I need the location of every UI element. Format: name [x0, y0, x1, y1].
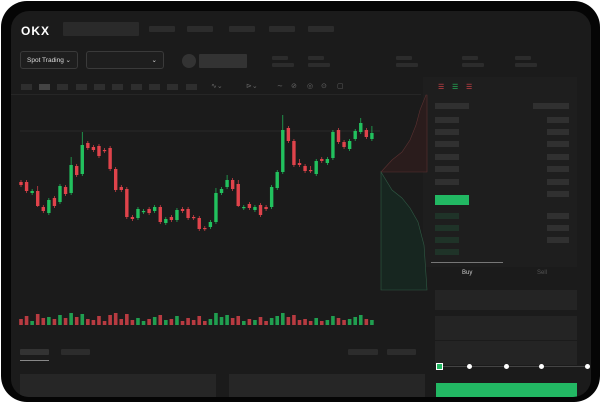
- orderbook-buy-icon[interactable]: ☰: [452, 84, 459, 91]
- stat-value: [515, 63, 537, 67]
- ask-row[interactable]: [435, 166, 459, 172]
- app-screen: OKX Spot Trading ⌄ ⌄ ∿⌄ ⊳⌄ ∼ ⊘ ◎ ⊙ ▢ ☰ ☰…: [11, 11, 591, 397]
- timeframe-button[interactable]: [76, 84, 87, 90]
- stat-value: [462, 63, 484, 67]
- pair-select[interactable]: ⌄: [86, 51, 164, 69]
- orderbook-both-icon[interactable]: ☰: [438, 84, 445, 91]
- line-icon[interactable]: ∼: [277, 83, 283, 90]
- bid-row[interactable]: [435, 249, 459, 255]
- buy-button[interactable]: [436, 383, 577, 397]
- settings-icon[interactable]: ⊙: [321, 83, 327, 90]
- camera-icon[interactable]: ◎: [307, 83, 314, 90]
- orderbook-amount: [547, 179, 569, 185]
- nav-item[interactable]: [308, 26, 334, 32]
- stat-label: [515, 56, 531, 60]
- orderbook-amount: [547, 117, 569, 123]
- orderbook-amount: [547, 154, 569, 160]
- ask-row[interactable]: [435, 141, 459, 147]
- tab-order-history[interactable]: [61, 349, 90, 355]
- ask-row[interactable]: [435, 117, 459, 123]
- timeframe-button[interactable]: [112, 84, 123, 90]
- coin-icon: [182, 54, 196, 68]
- tab-buy[interactable]: Buy: [462, 270, 473, 276]
- orderbook-amount: [547, 191, 569, 197]
- stat-label: [272, 56, 288, 60]
- ruler-icon[interactable]: ⊘: [291, 83, 297, 90]
- orderbook-header-price: [435, 103, 469, 109]
- nav-item[interactable]: [229, 26, 255, 32]
- divider: [11, 94, 421, 95]
- filter-button[interactable]: [348, 349, 378, 355]
- timeframe-button[interactable]: [39, 84, 50, 90]
- orderbook-amount: [547, 141, 569, 147]
- slider-handle[interactable]: [436, 363, 443, 370]
- orderbook-amount: [547, 213, 569, 219]
- slider-stop-100[interactable]: [585, 364, 590, 369]
- stat-value: [272, 63, 294, 67]
- chevron-down-icon: ⌄: [151, 57, 157, 64]
- last-price-badge: [435, 195, 469, 205]
- slider-stop-75[interactable]: [539, 364, 544, 369]
- assets-panel: [20, 374, 216, 397]
- nav-item[interactable]: [269, 26, 295, 32]
- filter-button[interactable]: [387, 349, 416, 355]
- stat-value: [396, 63, 418, 67]
- timeframe-button[interactable]: [94, 84, 105, 90]
- amount-input[interactable]: [435, 316, 577, 340]
- tab-sell[interactable]: Sell: [537, 270, 548, 276]
- timeframe-button[interactable]: [131, 84, 142, 90]
- market-select-label: Spot Trading: [27, 56, 64, 64]
- timeframe-button[interactable]: [57, 84, 68, 90]
- stat-label: [462, 56, 478, 60]
- market-select[interactable]: Spot Trading ⌄: [20, 51, 78, 69]
- ask-row[interactable]: [435, 154, 459, 160]
- slider-stop-50[interactable]: [504, 364, 509, 369]
- tab-open-orders[interactable]: [20, 349, 49, 355]
- timeframe-button[interactable]: [186, 84, 197, 90]
- timeframe-button[interactable]: [167, 84, 178, 90]
- timeframe-button[interactable]: [21, 84, 32, 90]
- search-placeholder[interactable]: [63, 22, 139, 36]
- amount-slider-track[interactable]: [439, 366, 589, 367]
- pair-price: [199, 54, 247, 68]
- nav-item[interactable]: [187, 26, 213, 32]
- okx-logo: OKX: [21, 24, 51, 38]
- chevron-down-icon: ⌄: [65, 57, 71, 64]
- orderbook-amount: [547, 237, 569, 243]
- timeframe-button[interactable]: [149, 84, 160, 90]
- nav-item[interactable]: [149, 26, 175, 32]
- buy-tab-indicator: [431, 262, 503, 263]
- tab-indicator: [20, 360, 49, 361]
- stat-value: [308, 63, 330, 67]
- indicator-icon[interactable]: ∿⌄: [211, 83, 223, 90]
- ask-row[interactable]: [435, 129, 459, 135]
- orderbook-header-amount: [533, 103, 569, 109]
- bid-row[interactable]: [435, 237, 459, 243]
- ask-row[interactable]: [435, 179, 459, 185]
- total-input[interactable]: [435, 341, 577, 365]
- stat-label: [308, 56, 324, 60]
- positions-panel: [229, 374, 425, 397]
- fullscreen-icon[interactable]: ▢: [337, 83, 344, 90]
- bid-row[interactable]: [435, 213, 459, 219]
- orderbook-amount: [547, 166, 569, 172]
- slider-stop-25[interactable]: [467, 364, 472, 369]
- orderbook-amount: [547, 225, 569, 231]
- orderbook-amount: [547, 129, 569, 135]
- bid-row[interactable]: [435, 225, 459, 231]
- price-input[interactable]: [435, 290, 577, 310]
- orderbook-sell-icon[interactable]: ☰: [466, 84, 473, 91]
- draw-icon[interactable]: ⊳⌄: [246, 83, 258, 90]
- stat-label: [396, 56, 412, 60]
